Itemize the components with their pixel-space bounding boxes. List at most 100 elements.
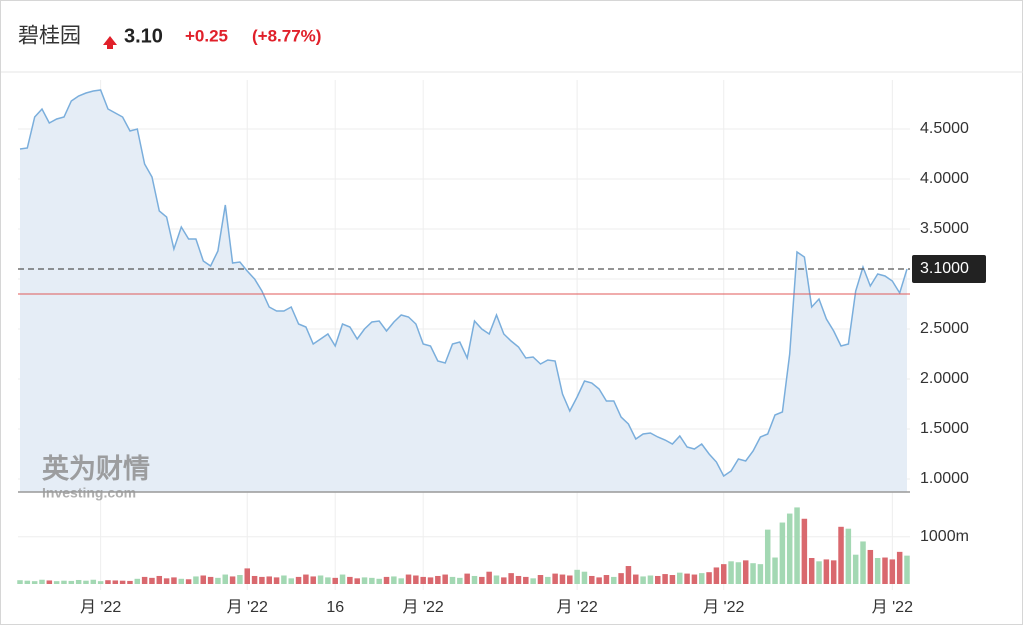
volume-bar	[647, 575, 654, 584]
y-tick-label: 4.0000	[920, 170, 969, 187]
price-change: +0.25	[185, 26, 228, 45]
volume-bar	[259, 576, 265, 584]
volume-bar	[303, 574, 309, 584]
volume-bar	[288, 578, 294, 584]
volume-bar	[493, 575, 500, 584]
last-price-label: 3.1000	[920, 260, 969, 277]
volume-bar	[720, 564, 727, 584]
volume-bar	[677, 572, 683, 584]
volume-bar	[97, 581, 104, 584]
volume-bar	[640, 576, 646, 584]
volume-bar	[823, 559, 830, 584]
volume-bar	[559, 574, 566, 584]
volume-bar	[237, 575, 243, 584]
x-tick-label: 月 '22	[403, 599, 444, 616]
volume-bar	[706, 572, 712, 584]
volume-bar	[119, 580, 126, 584]
volume-bar	[207, 576, 214, 584]
volume-bar	[215, 577, 221, 584]
volume-bar	[163, 578, 170, 584]
volume-bar	[669, 575, 676, 584]
volume-bar	[786, 513, 793, 584]
y-tick-label: 1.5000	[920, 420, 969, 437]
volume-bar	[567, 575, 573, 584]
volume-bar	[156, 575, 163, 584]
volume-bar	[713, 567, 720, 584]
volume-bar	[874, 558, 881, 584]
y-tick-label: 3.5000	[920, 220, 969, 237]
volume-bar	[655, 575, 661, 584]
volume-bar	[178, 578, 185, 584]
price-line	[19, 89, 908, 478]
volume-bar	[449, 576, 456, 584]
volume-bar	[838, 526, 844, 584]
volume-bar	[735, 562, 742, 584]
plot: 3.1000	[17, 89, 986, 584]
volume-bar	[508, 573, 514, 584]
volume-bar	[427, 577, 434, 584]
volume-bar	[852, 554, 859, 584]
volume-bar	[354, 578, 360, 584]
volume-bar	[904, 555, 910, 584]
volume-bar	[603, 575, 610, 584]
volume-bar	[75, 579, 82, 584]
volume-bar	[127, 580, 133, 584]
volume-bar	[105, 580, 111, 584]
volume-bar	[266, 576, 272, 584]
y-tick-label: 1000m	[920, 528, 969, 545]
volume-bar	[295, 576, 302, 584]
y-tick-label: 1.0000	[920, 470, 969, 487]
y-tick-label: 4.5000	[920, 120, 969, 137]
volume-bar	[691, 574, 698, 584]
volume-bar	[361, 577, 368, 584]
volume-bar	[596, 577, 602, 584]
volume-bar	[581, 571, 588, 584]
x-tick-label: 16	[326, 599, 344, 616]
volume-bar	[757, 564, 764, 584]
watermark-site: Investing.com	[42, 485, 136, 501]
volume-bar	[332, 577, 338, 584]
volume-bar	[882, 557, 888, 584]
volume-bar	[501, 577, 507, 584]
volume-bar	[662, 574, 668, 584]
x-tick-label: 月 '22	[872, 599, 913, 616]
volume-bar	[200, 575, 207, 584]
volume-bar	[281, 575, 287, 584]
volume-bar	[405, 574, 412, 584]
volume-bar	[816, 561, 822, 584]
volume-bar	[779, 522, 786, 584]
volume-bar	[625, 566, 632, 584]
volume-bar	[90, 579, 97, 584]
price-area	[20, 90, 907, 492]
price-change-pct: (+8.77%)	[252, 26, 321, 45]
volume-bar	[457, 577, 463, 584]
volume-bar	[383, 576, 390, 584]
volume-bar	[574, 569, 580, 584]
volume-bar	[17, 580, 23, 584]
x-tick-label: 月 '22	[80, 599, 121, 616]
volume-bar	[633, 574, 639, 584]
volume-bar	[808, 558, 815, 584]
volume-bar	[68, 580, 75, 584]
volume-bar	[325, 577, 331, 584]
watermark-brand: 英为财情	[42, 454, 150, 484]
volume-bar	[896, 551, 903, 584]
volume-bar	[61, 580, 67, 584]
x-tick-label: 月 '22	[703, 599, 744, 616]
volume-bar	[889, 559, 896, 584]
volume-bar	[83, 580, 89, 584]
volume-bar	[46, 580, 53, 584]
volume-bar	[684, 573, 690, 584]
volume-bar	[273, 577, 280, 584]
volume-bar	[728, 561, 734, 584]
volume-bar	[185, 579, 192, 584]
volume-bar	[479, 576, 485, 584]
y-tick-label: 2.0000	[920, 370, 969, 387]
volume-bar	[471, 575, 478, 584]
volume-bar	[149, 577, 155, 584]
volume-bar	[801, 518, 808, 584]
volume-bar	[589, 575, 595, 584]
volume-bar	[347, 576, 353, 584]
volume-bar	[764, 529, 771, 584]
